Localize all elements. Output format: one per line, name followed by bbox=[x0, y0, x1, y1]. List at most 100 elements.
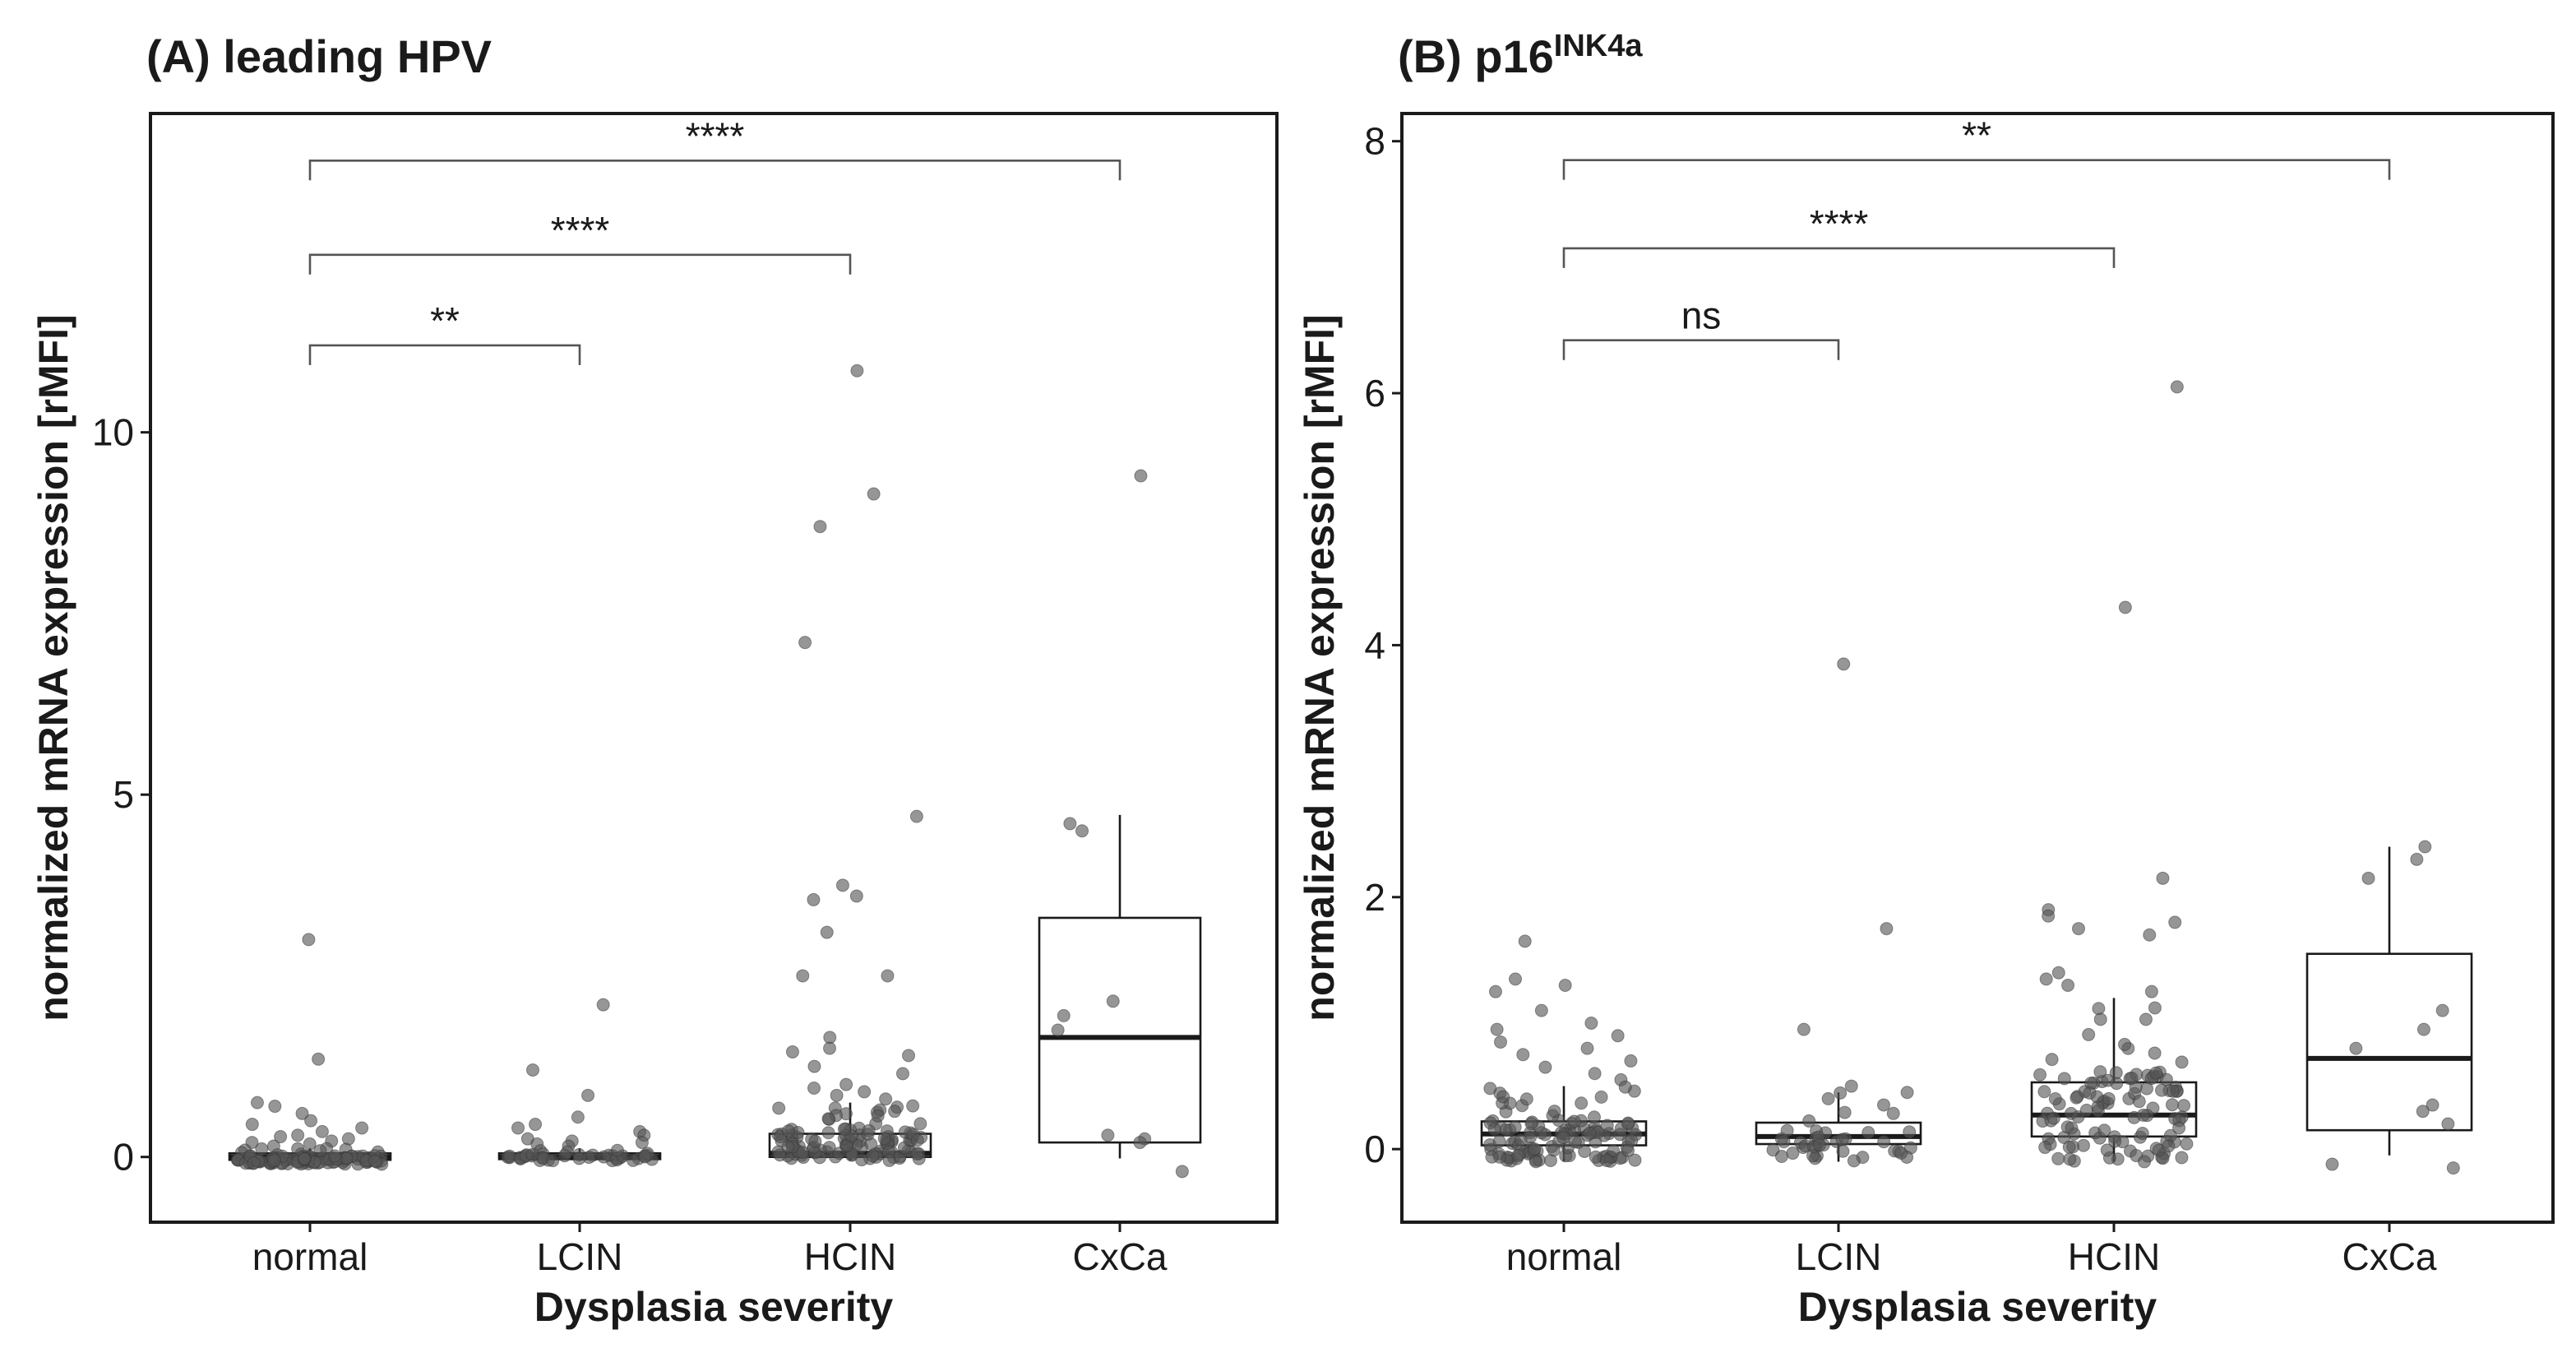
data-point bbox=[1519, 1092, 1533, 1106]
data-point bbox=[867, 487, 881, 501]
data-point bbox=[1618, 1080, 1632, 1094]
data-point bbox=[798, 636, 812, 650]
data-point bbox=[571, 1110, 585, 1124]
panel-a-boxplots bbox=[228, 814, 1202, 1165]
panel-a-x-axis-title: Dysplasia severity bbox=[534, 1284, 894, 1330]
data-point bbox=[2033, 1068, 2047, 1082]
data-point bbox=[1101, 1128, 1115, 1142]
data-point bbox=[781, 1140, 795, 1154]
data-point bbox=[2038, 1141, 2052, 1155]
data-point bbox=[2108, 1134, 2122, 1148]
data-point bbox=[1600, 1119, 1614, 1133]
panel-a-significance-brackets: ********** bbox=[308, 114, 1122, 365]
panel-b-y-axis-title: normalized mRNA expression [rMFI] bbox=[1297, 314, 1343, 1021]
data-point bbox=[1588, 1067, 1602, 1081]
data-point bbox=[2135, 1126, 2149, 1140]
data-point bbox=[2435, 1003, 2449, 1017]
data-point bbox=[503, 1149, 517, 1163]
data-point bbox=[2125, 1071, 2139, 1085]
bracket-line bbox=[308, 344, 581, 365]
data-point bbox=[1607, 1144, 1621, 1158]
data-point bbox=[2175, 1055, 2189, 1069]
data-point bbox=[1518, 934, 1532, 948]
x-tick-label-lcin: LCIN bbox=[537, 1235, 623, 1278]
data-point bbox=[2139, 1012, 2153, 1026]
data-point bbox=[2046, 1111, 2060, 1125]
y-tick-label: 6 bbox=[1364, 372, 1385, 415]
data-point bbox=[2102, 1091, 2116, 1105]
data-point bbox=[1558, 979, 1572, 993]
data-point bbox=[910, 1133, 924, 1147]
data-point bbox=[2062, 1140, 2076, 1154]
data-point bbox=[1877, 1135, 1891, 1149]
data-point bbox=[1488, 984, 1502, 998]
data-point bbox=[2416, 1105, 2430, 1119]
data-point bbox=[2101, 1073, 2115, 1087]
data-point bbox=[2061, 979, 2075, 993]
data-point bbox=[1051, 1023, 1065, 1037]
data-point bbox=[2149, 1066, 2163, 1080]
data-point bbox=[2446, 1161, 2460, 1175]
significance-label: **** bbox=[551, 209, 610, 252]
significance-bracket: **** bbox=[308, 114, 1122, 181]
data-point bbox=[1508, 1120, 1522, 1134]
data-point bbox=[295, 1106, 309, 1120]
bracket-line bbox=[308, 253, 852, 275]
panel-a-y-axis-title: normalized mRNA expression [rMFI] bbox=[30, 314, 76, 1021]
significance-bracket: ns bbox=[1562, 294, 1840, 360]
y-tick-label: 2 bbox=[1364, 876, 1385, 919]
data-point bbox=[2172, 1121, 2186, 1135]
data-point bbox=[2097, 1123, 2111, 1137]
data-point bbox=[1583, 1126, 1597, 1140]
data-point bbox=[1835, 1133, 1849, 1147]
data-point bbox=[864, 1137, 878, 1151]
data-point bbox=[1780, 1123, 1794, 1137]
data-point bbox=[2138, 1155, 2152, 1169]
data-point bbox=[1516, 1048, 1530, 1062]
data-point bbox=[2166, 1084, 2180, 1098]
data-point bbox=[2159, 1072, 2173, 1086]
data-point bbox=[1528, 1142, 1542, 1156]
data-point bbox=[2410, 852, 2424, 866]
data-point bbox=[1861, 1126, 1875, 1140]
data-point bbox=[526, 1063, 540, 1077]
bracket-line bbox=[1562, 339, 1840, 360]
data-point bbox=[2077, 1138, 2091, 1152]
data-point bbox=[582, 1151, 596, 1165]
data-point bbox=[2143, 928, 2157, 942]
data-point bbox=[773, 1148, 787, 1162]
data-point bbox=[2082, 1027, 2096, 1041]
bracket-line bbox=[1562, 159, 2391, 180]
data-point bbox=[866, 1149, 880, 1163]
data-point bbox=[835, 878, 849, 892]
panel-b-significance-brackets: ******ns bbox=[1562, 114, 2391, 360]
data-point bbox=[1534, 1126, 1548, 1140]
data-point bbox=[1568, 1135, 1582, 1149]
data-point bbox=[820, 925, 834, 939]
data-point bbox=[2170, 380, 2184, 394]
data-point bbox=[1175, 1165, 1189, 1179]
data-point bbox=[1057, 1008, 1071, 1022]
data-point bbox=[368, 1154, 382, 1168]
data-point bbox=[910, 1147, 924, 1160]
data-point bbox=[1813, 1138, 1827, 1152]
data-point bbox=[785, 1045, 799, 1059]
data-point bbox=[1496, 1090, 1510, 1104]
significance-bracket: **** bbox=[308, 209, 852, 275]
data-point bbox=[328, 1149, 342, 1163]
data-point bbox=[1575, 1096, 1589, 1110]
data-point bbox=[304, 1114, 318, 1128]
panel-b-boxplots bbox=[1480, 846, 2473, 1162]
significance-label: ** bbox=[430, 299, 460, 342]
panel-b-data-points bbox=[1483, 380, 2460, 1175]
data-point bbox=[1538, 1060, 1552, 1074]
data-point bbox=[2093, 1012, 2107, 1026]
data-point bbox=[906, 1099, 920, 1113]
data-point bbox=[813, 520, 827, 534]
panel-a-data-points bbox=[230, 364, 1189, 1179]
data-point bbox=[2144, 984, 2158, 998]
data-point bbox=[298, 1151, 312, 1165]
